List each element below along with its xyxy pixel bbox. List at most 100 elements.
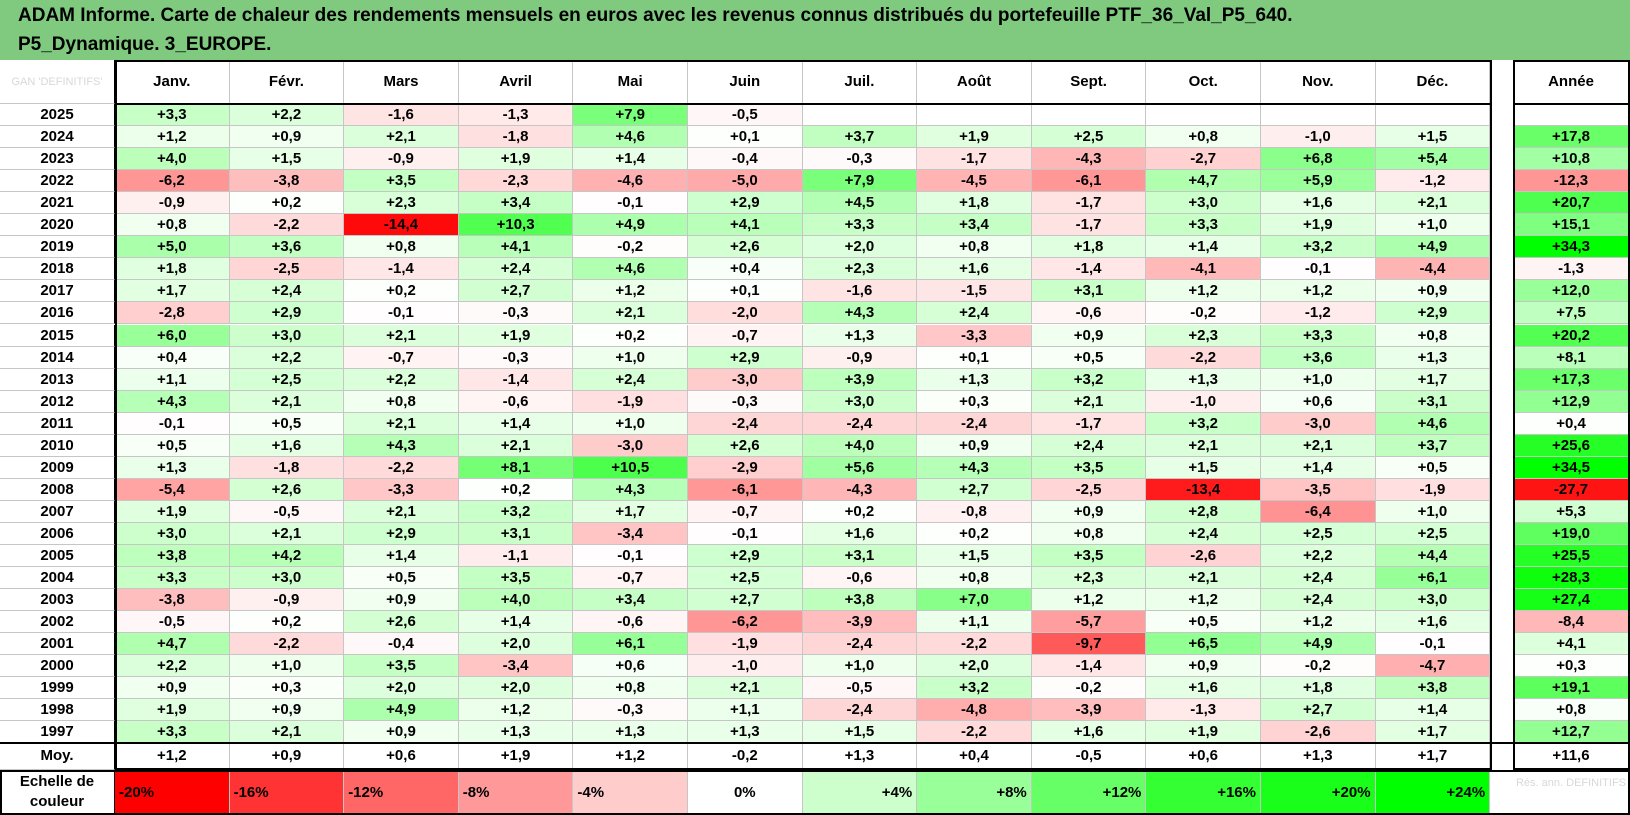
annual-cell: +27,4: [1513, 589, 1630, 612]
heatmap-cell: -2,2: [917, 721, 1032, 744]
heatmap-cell: +5,9: [1261, 170, 1376, 193]
heatmap-cell: +4,4: [1375, 545, 1491, 568]
average-cell: +0,9: [229, 743, 345, 770]
heatmap-cell: +3,4: [458, 192, 574, 215]
heatmap-cell: -1,6: [344, 104, 459, 127]
heatmap-cell: -1,7: [1031, 192, 1147, 215]
heatmap-cell: +1,0: [1261, 368, 1376, 391]
heatmap-cell: +1,8: [115, 258, 230, 281]
heatmap-cell: +3,6: [229, 236, 345, 259]
heatmap-cell: -0,3: [802, 148, 918, 171]
average-cell: +1,3: [802, 743, 918, 770]
heatmap-cell: +1,5: [802, 721, 918, 744]
heatmap-cell: +2,1: [1031, 390, 1147, 413]
average-divider: [0, 742, 1630, 745]
heatmap-cell: +3,4: [573, 589, 688, 612]
heatmap-cell: -0,6: [573, 611, 688, 634]
heatmap-cell: -3,8: [229, 170, 345, 193]
heatmap-cell: +4,6: [1375, 412, 1491, 435]
average-annual-cell: +11,6: [1513, 743, 1630, 770]
heatmap-cell: +2,3: [1031, 567, 1147, 590]
heatmap-cell: -0,5: [688, 104, 803, 127]
heatmap-cell: -1,1: [458, 545, 574, 568]
heatmap-cell: +4,0: [115, 148, 230, 171]
annual-cell: +20,7: [1513, 192, 1630, 215]
column-header-7: Juil.: [802, 60, 918, 104]
heatmap-cell: [1146, 104, 1261, 127]
heatmap-cell: -6,1: [1031, 170, 1147, 193]
heatmap-cell: +2,7: [688, 589, 803, 612]
heatmap-cell: -3,5: [1261, 478, 1376, 501]
heatmap-cell: -0,3: [688, 390, 803, 413]
heatmap-cell: -0,9: [802, 346, 918, 369]
color-scale-step: +4%: [802, 770, 918, 815]
heatmap-cell: +4,7: [1146, 170, 1261, 193]
heatmap-cell: -2,4: [802, 633, 918, 656]
heatmap-cell: +4,3: [573, 478, 688, 501]
heatmap-cell: +0,9: [1031, 500, 1147, 523]
heatmap-cell: +1,5: [917, 545, 1032, 568]
heatmap-cell: +1,0: [573, 412, 688, 435]
heatmap-cell: +0,2: [802, 500, 918, 523]
heatmap-cell: -4,5: [917, 170, 1032, 193]
heatmap-cell: -0,3: [458, 302, 574, 325]
heatmap-cell: -0,6: [458, 390, 574, 413]
heatmap-cell: +1,4: [458, 611, 574, 634]
heatmap-cell: -1,9: [573, 390, 688, 413]
annual-cell: +17,3: [1513, 368, 1630, 391]
column-header-2: Févr.: [229, 60, 345, 104]
heatmap-cell: +4,1: [458, 236, 574, 259]
average-cell: +1,2: [573, 743, 688, 770]
average-cell: -0,5: [1031, 743, 1147, 770]
heatmap-cell: +1,1: [115, 368, 230, 391]
heatmap-cell: -1,5: [917, 280, 1032, 303]
heatmap-cell: +2,1: [344, 500, 459, 523]
heatmap-cell: +3,0: [1146, 192, 1261, 215]
heatmap-cell: +2,4: [1261, 589, 1376, 612]
color-scale-step: +24%: [1375, 770, 1491, 815]
year-label: 2006: [0, 522, 115, 545]
heatmap-cell: -6,4: [1261, 500, 1376, 523]
heatmap-cell: +2,6: [344, 611, 459, 634]
heatmap-cell: [917, 104, 1032, 127]
annual-cell: +19,1: [1513, 677, 1630, 700]
year-label: 2000: [0, 655, 115, 678]
year-label: 2018: [0, 258, 115, 281]
heatmap-cell: +1,3: [1375, 346, 1491, 369]
heatmap-cell: -0,7: [688, 500, 803, 523]
heatmap-cell: +1,9: [458, 324, 574, 347]
heatmap-cell: +0,2: [344, 280, 459, 303]
heatmap-cell: +0,8: [573, 677, 688, 700]
heatmap-cell: +4,5: [802, 192, 918, 215]
heatmap-cell: -4,6: [573, 170, 688, 193]
year-label: 2022: [0, 170, 115, 193]
report-title-line2: P5_Dynamique. 3_EUROPE.: [18, 34, 272, 55]
heatmap-cell: -2,6: [1261, 721, 1376, 744]
heatmap-cell: +2,4: [1261, 567, 1376, 590]
annual-cell: +15,1: [1513, 214, 1630, 237]
heatmap-cell: +3,2: [1261, 236, 1376, 259]
year-label: 2019: [0, 236, 115, 259]
heatmap-cell: +2,1: [229, 390, 345, 413]
heatmap-cell: +5,6: [802, 456, 918, 479]
heatmap-cell: -0,4: [344, 633, 459, 656]
heatmap-cell: +0,9: [115, 677, 230, 700]
heatmap-cell: +2,4: [917, 302, 1032, 325]
heatmap-cell: +3,6: [1261, 346, 1376, 369]
heatmap-cell: +0,5: [1031, 346, 1147, 369]
heatmap-cell: +4,9: [1261, 633, 1376, 656]
heatmap-cell: +0,4: [688, 258, 803, 281]
annual-cell: +25,5: [1513, 545, 1630, 568]
heatmap-cell: +0,8: [1146, 126, 1261, 149]
heatmap-cell: -3,3: [917, 324, 1032, 347]
annual-cell: +0,3: [1513, 655, 1630, 678]
annual-cell: +4,1: [1513, 633, 1630, 656]
column-header-6: Juin: [688, 60, 803, 104]
heatmap-cell: +2,1: [229, 522, 345, 545]
annual-cell: +8,1: [1513, 346, 1630, 369]
heatmap-cell: +2,1: [1261, 434, 1376, 457]
heatmap-cell: -4,1: [1146, 258, 1261, 281]
heatmap-cell: -1,4: [1031, 655, 1147, 678]
heatmap-cell: +0,5: [229, 412, 345, 435]
annual-cell: -12,3: [1513, 170, 1630, 193]
